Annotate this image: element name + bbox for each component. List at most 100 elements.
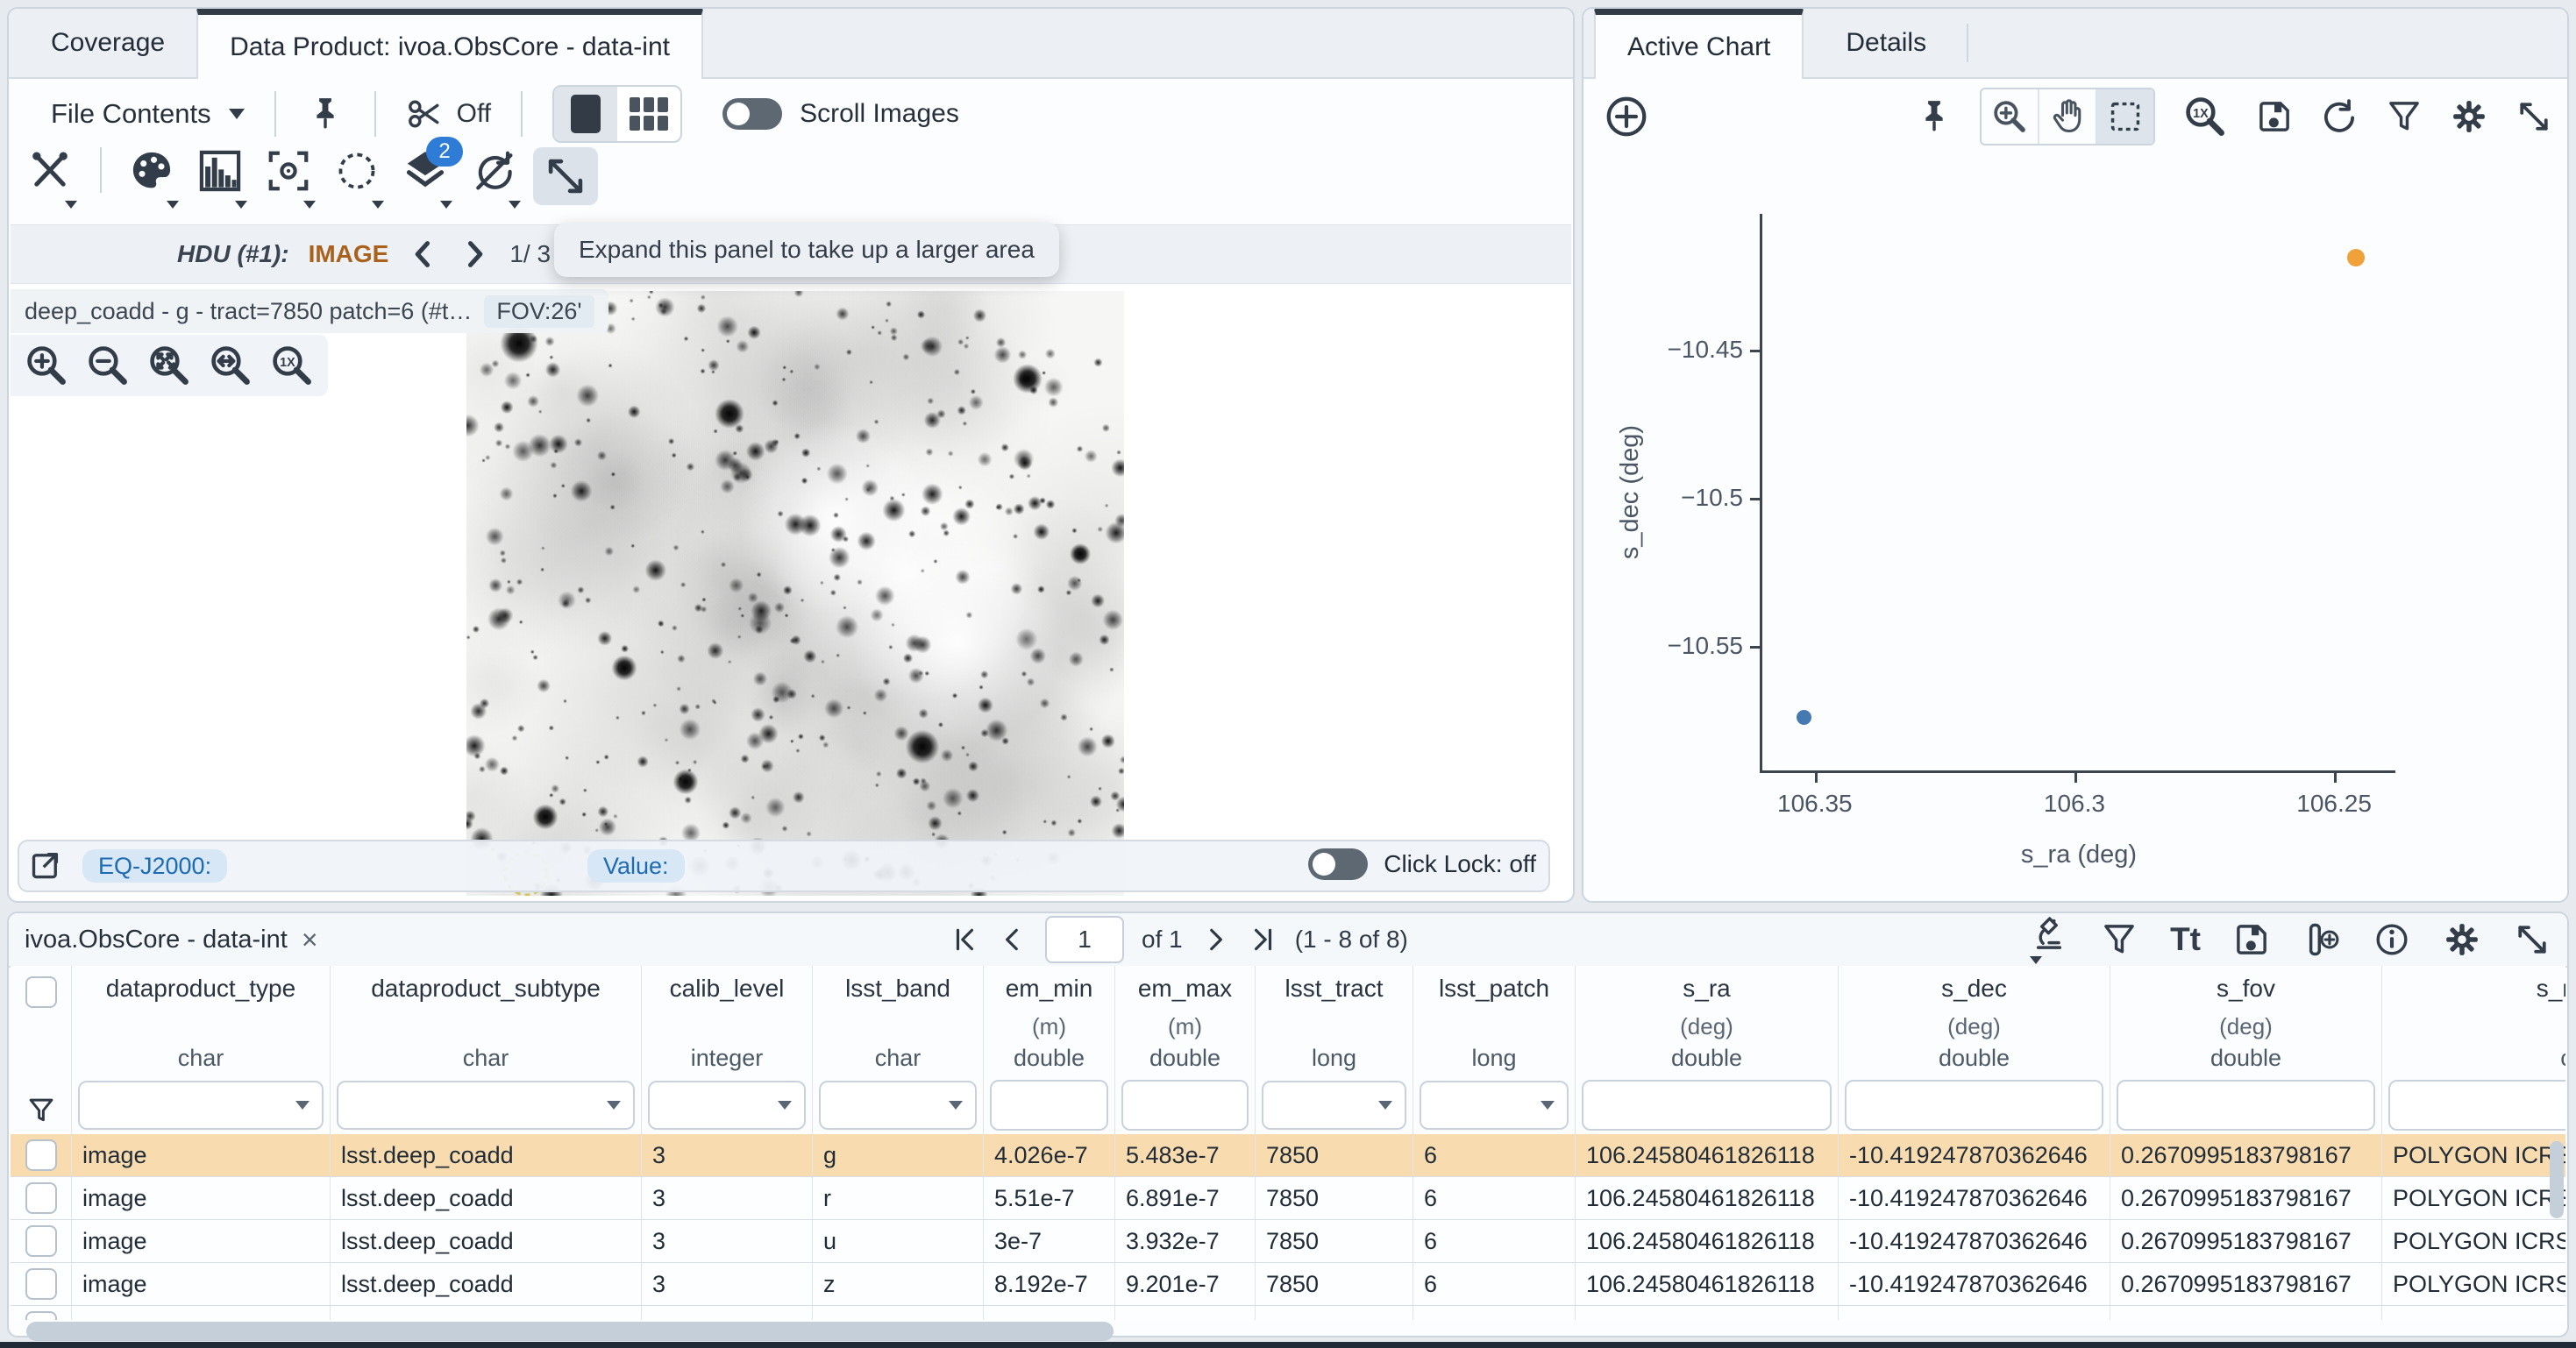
file-contents-dropdown[interactable]: File Contents (51, 98, 245, 130)
next-page-icon[interactable] (1200, 925, 1230, 954)
page-number-input[interactable] (1045, 916, 1124, 963)
chart-plot[interactable]: s_dec (deg) s_ra (deg) 106.35106.3106.25… (1760, 214, 2395, 773)
filter-input-s_dec[interactable] (1845, 1080, 2103, 1131)
horizontal-scrollbar[interactable] (19, 1322, 2557, 1341)
column-header-lsst_tract[interactable]: lsst_tractlong (1256, 966, 1413, 1134)
column-header-dataproduct_subtype[interactable]: dataproduct_subtypechar (331, 966, 642, 1134)
table-row[interactable]: imagelsst.deep_coadd3u3e-73.932e-7785061… (11, 1220, 2565, 1263)
expand-icon[interactable] (2515, 97, 2553, 136)
filter-select-lsst_patch[interactable] (1420, 1081, 1569, 1130)
horizontal-scrollbar-thumb[interactable] (26, 1322, 1114, 1341)
save-icon[interactable] (2232, 920, 2271, 959)
column-name: s_fov (2110, 966, 2381, 1013)
filter-select-dataproduct_type[interactable] (78, 1081, 324, 1130)
pan-hand-icon[interactable] (2039, 89, 2097, 144)
filter-select-lsst_band[interactable] (819, 1081, 977, 1130)
table-tab[interactable]: ivoa.ObsCore - data-int × (25, 913, 318, 966)
filter-input-em_max[interactable] (1121, 1080, 1249, 1131)
settings-gear-icon[interactable] (2443, 920, 2481, 959)
last-page-icon[interactable] (1248, 925, 1277, 954)
previous-page-icon[interactable] (998, 925, 1028, 954)
zoom-fill-icon[interactable] (207, 342, 254, 389)
filter-select-dataproduct_subtype[interactable] (337, 1081, 635, 1130)
row-checkbox[interactable] (25, 1268, 57, 1300)
tab-details[interactable]: Details (1814, 9, 1958, 77)
filter-icon[interactable] (2385, 97, 2423, 136)
image-viewport[interactable]: deep_coadd - g - tract=7850 patch=6 (#t…… (11, 284, 1571, 899)
table-row[interactable]: imagelsst.deep_coadd3r5.51e-76.891e-7785… (11, 1177, 2565, 1220)
table-row[interactable]: imagelsst.deep_coadd3g4.026e-75.483e-778… (11, 1134, 2565, 1177)
column-header-lsst_band[interactable]: lsst_bandchar (813, 966, 984, 1134)
zoom-in-icon[interactable] (23, 342, 70, 389)
previous-hdu-icon[interactable] (408, 238, 439, 270)
pin-icon[interactable] (306, 95, 345, 133)
expand-panel-button[interactable] (533, 147, 598, 205)
tools-icon[interactable] (21, 147, 79, 209)
sky-image[interactable] (466, 291, 1124, 896)
zoom-original-icon[interactable]: 1X (2181, 93, 2229, 140)
zoom-out-icon[interactable] (84, 342, 132, 389)
vertical-scrollbar-thumb[interactable] (2550, 1141, 2564, 1218)
info-icon[interactable] (2373, 920, 2411, 959)
filter-icon[interactable] (2100, 920, 2138, 959)
select-region-icon[interactable] (328, 147, 386, 209)
zoom-select-icon[interactable] (1982, 89, 2039, 144)
add-column-icon[interactable] (2302, 920, 2341, 959)
filter-input-s_region[interactable] (2388, 1080, 2565, 1131)
save-icon[interactable] (2255, 97, 2294, 136)
grid-view-icon[interactable] (617, 87, 680, 141)
filter-input-s_fov[interactable] (2117, 1080, 2375, 1131)
column-header-s_ra[interactable]: s_ra(deg)double (1576, 966, 1839, 1134)
column-header-lsst_patch[interactable]: lsst_patchlong (1413, 966, 1576, 1134)
filter-input-s_ra[interactable] (1582, 1080, 1832, 1131)
filter-select-lsst_tract[interactable] (1262, 1081, 1406, 1130)
table-cell: image (72, 1134, 331, 1176)
close-icon[interactable]: × (302, 924, 318, 956)
tab-active-chart[interactable]: Active Chart (1594, 9, 1804, 79)
column-header-s_fov[interactable]: s_fov(deg)double (2110, 966, 2382, 1134)
row-checkbox[interactable] (25, 1182, 57, 1214)
column-header-em_min[interactable]: em_min(m)double (984, 966, 1115, 1134)
tab-coverage[interactable]: Coverage (19, 9, 196, 77)
column-header-em_max[interactable]: em_max(m)double (1115, 966, 1256, 1134)
wcs-match-off-icon[interactable] (465, 147, 523, 209)
settings-gear-icon[interactable] (2450, 97, 2488, 136)
column-header-dataproduct_type[interactable]: dataproduct_typechar (72, 966, 331, 1134)
add-chart-icon[interactable] (1603, 93, 1650, 140)
rect-select-icon[interactable] (2097, 89, 2153, 144)
next-hdu-icon[interactable] (459, 238, 490, 270)
column-header-s_region[interactable]: s_regionchar (2382, 966, 2565, 1134)
open-in-new-window-icon[interactable] (30, 849, 61, 881)
stretch-histogram-icon[interactable] (191, 147, 249, 209)
table-row-partial[interactable] (11, 1306, 2565, 1320)
column-header-s_dec[interactable]: s_dec(deg)double (1839, 966, 2110, 1134)
restore-icon[interactable] (2320, 97, 2359, 136)
tab-data-product[interactable]: Data Product: ivoa.ObsCore - data-int (196, 9, 703, 79)
layers-icon[interactable]: 2 (396, 147, 454, 209)
column-name: lsst_tract (1256, 966, 1413, 1013)
filter-input-em_min[interactable] (990, 1080, 1108, 1131)
first-page-icon[interactable] (950, 925, 980, 954)
table-cell: 6 (1413, 1263, 1576, 1305)
recenter-icon[interactable] (260, 147, 317, 209)
zoom-1x-icon[interactable]: 1X (268, 342, 316, 389)
palette-icon[interactable] (123, 147, 181, 209)
click-lock-toggle[interactable] (1308, 848, 1368, 880)
single-view-icon[interactable] (554, 87, 617, 141)
filter-select-calib_level[interactable] (648, 1081, 806, 1130)
scroll-images-toggle[interactable] (722, 98, 782, 130)
row-checkbox[interactable] (25, 1225, 57, 1257)
extract-microscope-icon[interactable] (2030, 915, 2068, 964)
text-view-icon[interactable]: Tt (2170, 921, 2201, 958)
zoom-fit-icon[interactable] (146, 342, 193, 389)
cutout-button[interactable]: Off (406, 95, 491, 133)
row-checkbox[interactable] (25, 1139, 57, 1171)
x-tick-label: 106.35 (1777, 790, 1853, 818)
vertical-scrollbar[interactable] (2550, 1138, 2564, 1318)
pin-icon[interactable] (1915, 97, 1953, 136)
table-row[interactable]: imagelsst.deep_coadd3z8.192e-79.201e-778… (11, 1263, 2565, 1306)
expand-icon[interactable] (2513, 920, 2551, 959)
column-header-calib_level[interactable]: calib_levelinteger (642, 966, 813, 1134)
select-all-checkbox[interactable] (25, 976, 57, 1008)
row-checkbox[interactable] (25, 1311, 57, 1320)
